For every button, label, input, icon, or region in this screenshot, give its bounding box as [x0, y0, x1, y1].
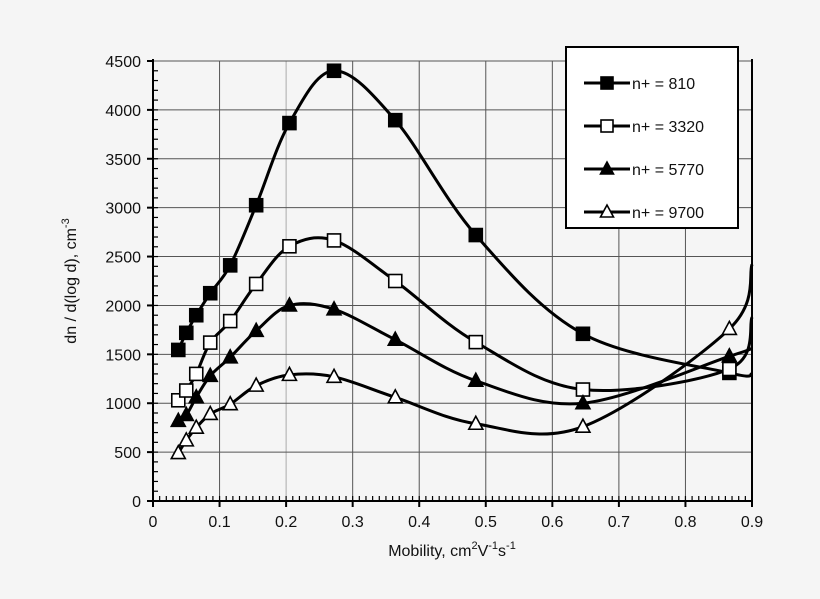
y-tick-label: 500 — [114, 445, 141, 462]
marker-filled-square — [170, 342, 186, 358]
marker-filled-triangle — [221, 348, 239, 364]
marker-filled-triangle — [247, 321, 265, 338]
marker-filled-triangle — [467, 371, 485, 388]
y-tick-label: 4000 — [105, 103, 141, 120]
marker-filled-square — [188, 307, 204, 323]
marker-filled-triangle — [177, 405, 195, 422]
marker-open-square — [468, 334, 484, 350]
y-tick-label: 1000 — [105, 396, 141, 413]
marker-open-triangle — [187, 418, 205, 434]
y-tick-label: 0 — [132, 494, 141, 511]
x-tick-label: 0.8 — [674, 514, 696, 531]
marker-filled-triangle — [721, 347, 738, 363]
legend-label: n+ = 5770 — [632, 162, 704, 179]
y-tick-label: 2500 — [105, 250, 141, 267]
series-line — [177, 263, 754, 454]
marker-open-square — [222, 313, 238, 329]
y-tick-label: 4500 — [105, 54, 141, 71]
x-tick-label: 0.6 — [541, 514, 563, 531]
legend-label: n+ = 810 — [632, 76, 695, 93]
marker-filled-square — [282, 115, 297, 131]
y-tick-label: 3000 — [105, 201, 141, 218]
marker-open-triangle — [169, 443, 187, 460]
y-tick-label: 1500 — [105, 347, 141, 364]
x-axis-label: Mobility, cm2V-1s-1 — [388, 540, 516, 560]
marker-open-triangle — [721, 319, 738, 336]
marker-open-triangle — [599, 203, 615, 218]
marker-filled-triangle — [599, 160, 615, 175]
x-tick-label: 0.2 — [275, 514, 297, 531]
marker-filled-square — [248, 197, 264, 213]
marker-open-square — [326, 233, 342, 248]
marker-open-triangle — [281, 365, 298, 382]
marker-filled-triangle — [281, 296, 298, 312]
legend: n+ = 810 n+ = 3320 n+ = 5770 n+ = 9700 — [565, 46, 739, 229]
x-tick-label: 0.1 — [208, 514, 230, 531]
x-tick-label: 0.3 — [342, 514, 364, 531]
marker-open-square — [722, 361, 737, 377]
marker-filled-square — [202, 285, 218, 301]
marker-filled-triangle — [325, 300, 343, 316]
marker-open-triangle — [574, 417, 592, 433]
marker-open-triangle — [247, 376, 265, 392]
marker-open-square — [282, 238, 297, 254]
marker-open-square — [248, 276, 264, 292]
x-tick-label: 0 — [149, 514, 158, 531]
marker-open-triangle — [221, 395, 239, 411]
marker-filled-triangle — [574, 394, 592, 410]
marker-filled-square — [222, 258, 238, 273]
marker-open-square — [178, 383, 194, 398]
marker-filled-triangle — [201, 366, 219, 383]
x-tick-label: 0.4 — [408, 514, 430, 531]
axes: 0 0.1 0.2 0.3 0.4 0.5 0.6 0.7 0.8 0.9 0 500 1000 1500… — [105, 54, 763, 531]
marker-open-triangle — [177, 431, 195, 447]
marker-filled-square — [575, 326, 591, 342]
marker-filled-square — [387, 112, 403, 128]
y-tick-label: 2000 — [105, 298, 141, 315]
marker-filled-square — [178, 325, 194, 341]
marker-open-triangle — [201, 404, 219, 421]
legend-label: n+ = 9700 — [632, 205, 704, 222]
marker-filled-square — [600, 76, 614, 90]
marker-open-triangle — [386, 388, 404, 404]
series-markers — [169, 63, 738, 460]
marker-open-triangle — [467, 414, 485, 431]
legend-box — [565, 46, 739, 229]
y-axis-label: dn / d(log d), cm-3 — [60, 218, 80, 343]
x-tick-label: 0.9 — [741, 514, 763, 531]
x-tick-label: 0.7 — [608, 514, 630, 531]
marker-open-square — [188, 366, 204, 382]
marker-filled-triangle — [187, 388, 205, 404]
marker-filled-triangle — [386, 330, 404, 346]
marker-open-square — [387, 273, 403, 289]
x-tick-label: 0.5 — [475, 514, 497, 531]
marker-open-triangle — [325, 367, 343, 384]
legend-label: n+ = 3320 — [632, 119, 704, 136]
marker-filled-square — [468, 227, 484, 243]
y-tick-label: 3500 — [105, 152, 141, 169]
marker-open-square — [600, 119, 614, 133]
marker-filled-square — [326, 63, 342, 79]
marker-open-square — [202, 335, 218, 350]
